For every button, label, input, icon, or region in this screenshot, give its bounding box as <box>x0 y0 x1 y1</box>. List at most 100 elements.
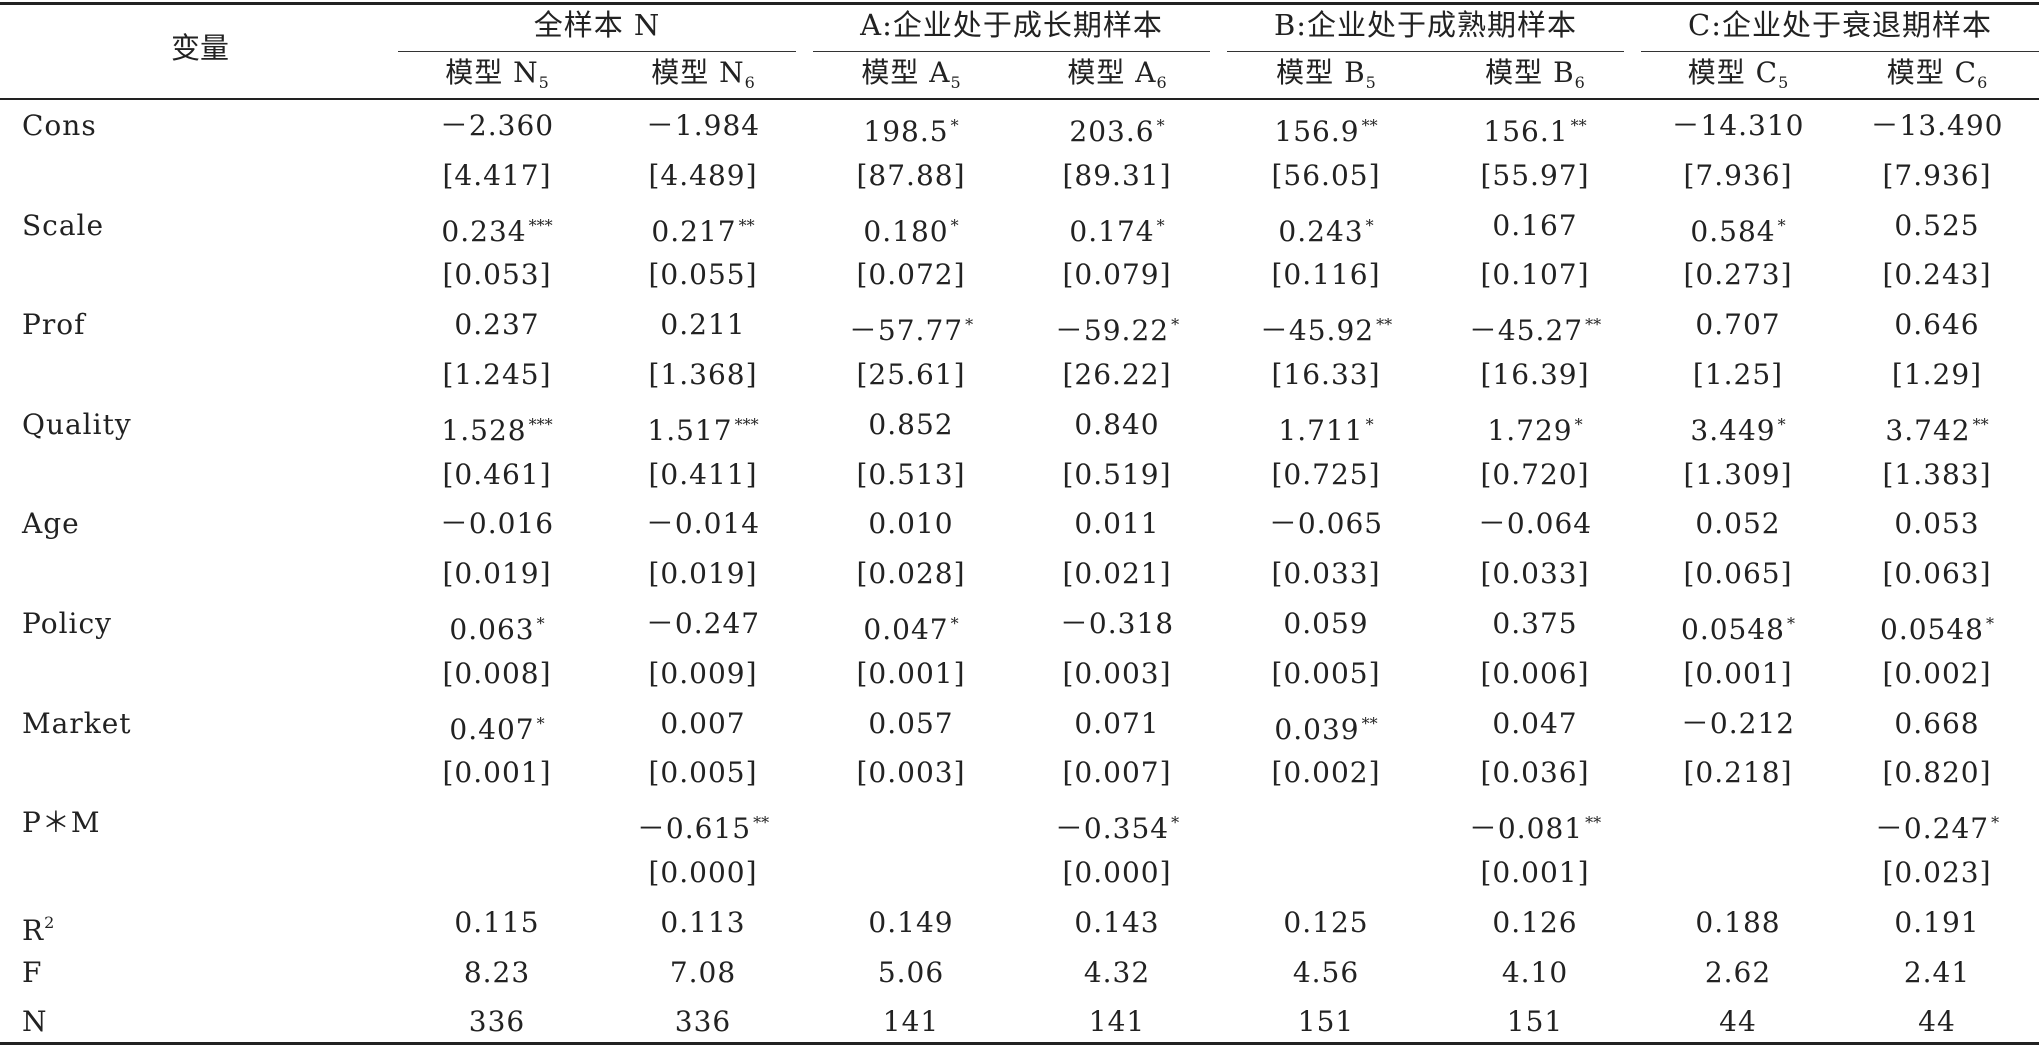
coefficient-cell: 0.125 <box>1283 905 1369 939</box>
coefficient-cell: 151 <box>1506 1005 1564 1039</box>
standard-error-cell: [16.39] <box>1480 358 1590 391</box>
standard-error-cell: [0.218] <box>1683 756 1793 790</box>
coefficient-cell: 0.052 <box>1695 507 1781 541</box>
row-label: N <box>22 1005 48 1039</box>
coefficient-cell: 0.211 <box>660 308 746 342</box>
coefficient-cell: 0.010 <box>868 507 954 541</box>
model-header: 模型 B5 <box>1276 56 1376 93</box>
row-label: Policy <box>22 607 112 640</box>
coefficient-cell: －0.016 <box>439 507 555 541</box>
coefficient-cell: －59.22 * <box>1054 314 1180 348</box>
standard-error-cell: [89.31] <box>1062 158 1172 192</box>
significance-stars: * <box>1171 315 1180 335</box>
coefficient-cell: 7.08 <box>669 955 737 989</box>
coefficient-cell: 198.5 * <box>863 115 959 148</box>
table-header-rule <box>0 98 2039 100</box>
standard-error-cell: [0.003] <box>856 756 966 790</box>
coefficient-cell: 0.237 <box>454 308 540 342</box>
model-header: 模型 C6 <box>1886 56 1988 93</box>
coefficient-cell: 156.9 ** <box>1274 115 1378 148</box>
standard-error-cell: [1.245] <box>442 358 552 391</box>
standard-error-cell: [0.021] <box>1062 557 1172 591</box>
standard-error-cell: [0.019] <box>442 557 552 591</box>
significance-stars: ** <box>1361 713 1378 733</box>
standard-error-cell: [0.065] <box>1683 557 1793 591</box>
significance-stars: ** <box>1972 414 1989 434</box>
coefficient-cell: 0.188 <box>1695 905 1781 939</box>
significance-stars: * <box>536 614 545 633</box>
standard-error-cell: [7.936] <box>1882 158 1992 192</box>
standard-error-cell: [0.019] <box>648 557 758 591</box>
standard-error-cell: [0.053] <box>442 258 552 292</box>
significance-stars: * <box>1171 813 1180 833</box>
standard-error-cell: [1.309] <box>1683 457 1793 491</box>
significance-stars: ** <box>1376 315 1393 335</box>
significance-stars: * <box>1156 215 1165 235</box>
standard-error-cell: [0.006] <box>1480 656 1590 690</box>
standard-error-cell: [0.003] <box>1062 656 1172 690</box>
significance-stars: *** <box>528 414 553 434</box>
standard-error-cell: [0.055] <box>648 258 758 292</box>
significance-stars: * <box>1365 215 1374 235</box>
coefficient-cell: －0.014 <box>645 507 761 541</box>
significance-stars: *** <box>528 215 553 235</box>
row-label: Prof <box>22 308 86 342</box>
standard-error-cell: [0.005] <box>648 756 758 790</box>
coefficient-cell: 203.6 * <box>1069 115 1165 148</box>
coefficient-cell: 0.113 <box>660 905 746 939</box>
standard-error-cell: [0.002] <box>1882 656 1992 690</box>
group-underline <box>813 51 1210 52</box>
coefficient-cell: 141 <box>1088 1005 1146 1039</box>
group-underline <box>398 51 796 52</box>
coefficient-cell: 0.007 <box>660 706 746 740</box>
standard-error-cell: [0.273] <box>1683 258 1793 292</box>
significance-stars: * <box>1156 116 1165 135</box>
standard-error-cell: [56.05] <box>1271 158 1381 192</box>
model-header: 模型 N5 <box>445 56 549 93</box>
significance-stars: * <box>1777 215 1786 235</box>
coefficient-cell: 2.41 <box>1903 955 1971 989</box>
coefficient-cell: 336 <box>468 1005 526 1039</box>
standard-error-cell: [0.009] <box>648 656 758 690</box>
standard-error-cell: [0.000] <box>648 856 758 889</box>
standard-error-cell: [0.001] <box>856 656 966 690</box>
standard-error-cell: [0.820] <box>1882 756 1992 790</box>
significance-stars: * <box>950 614 959 633</box>
coefficient-cell: －45.27 ** <box>1468 314 1602 348</box>
coefficient-cell: 0.407 * <box>449 712 545 746</box>
coefficient-cell: 0.167 <box>1492 208 1578 242</box>
model-header: 模型 B6 <box>1485 56 1585 93</box>
group-header: A:企业处于成长期样本 <box>860 8 1163 42</box>
coefficient-cell: 0.840 <box>1074 407 1160 441</box>
standard-error-cell: [0.007] <box>1062 756 1172 790</box>
coefficient-cell: 0.668 <box>1894 706 1980 740</box>
standard-error-cell: [26.22] <box>1062 358 1172 391</box>
standard-error-cell: [4.489] <box>648 158 758 192</box>
standard-error-cell: [0.072] <box>856 258 966 292</box>
significance-stars: * <box>1574 414 1583 434</box>
coefficient-cell: 3.742 ** <box>1885 413 1989 447</box>
coefficient-cell: 0.707 <box>1695 308 1781 342</box>
coefficient-cell: －0.354 * <box>1054 812 1180 846</box>
coefficient-cell: 1.711 * <box>1278 413 1374 447</box>
coefficient-cell: 0.375 <box>1492 607 1578 640</box>
coefficient-cell: 0.057 <box>868 706 954 740</box>
model-header: 模型 N6 <box>651 56 755 93</box>
variable-column-header: 变量 <box>170 31 230 65</box>
coefficient-cell: 2.62 <box>1704 955 1772 989</box>
coefficient-cell: －0.065 <box>1268 507 1384 541</box>
significance-stars: ** <box>1570 116 1587 135</box>
significance-stars: * <box>536 713 545 733</box>
coefficient-cell: 0.047 <box>1492 706 1578 740</box>
model-header: 模型 A6 <box>1067 56 1167 93</box>
group-header: B:企业处于成熟期样本 <box>1273 8 1578 42</box>
group-header: C:企业处于衰退期样本 <box>1688 8 1992 42</box>
coefficient-cell: 0.0548 * <box>1681 613 1795 646</box>
coefficient-cell: 4.10 <box>1501 955 1569 989</box>
standard-error-cell: [0.079] <box>1062 258 1172 292</box>
standard-error-cell: [0.036] <box>1480 756 1590 790</box>
standard-error-cell: [0.243] <box>1882 258 1992 292</box>
coefficient-cell: 0.039 ** <box>1274 712 1378 746</box>
coefficient-cell: 0.143 <box>1074 905 1160 939</box>
